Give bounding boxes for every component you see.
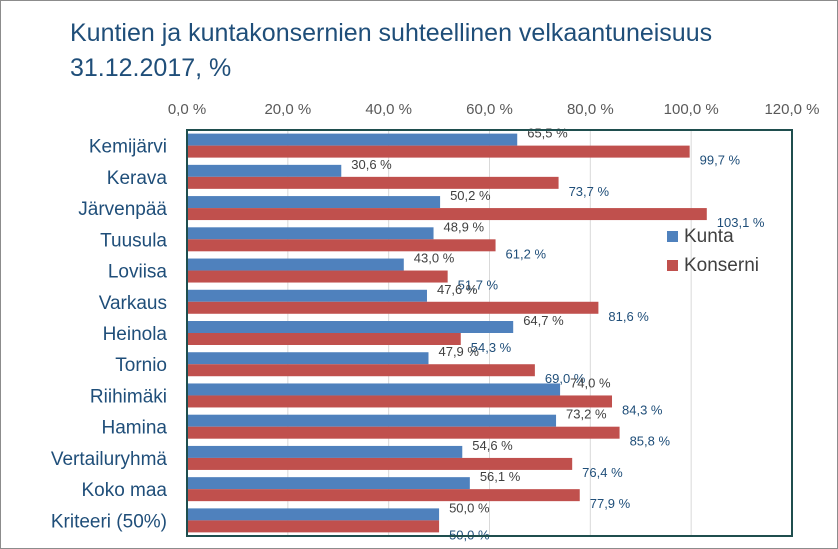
kunta-bar — [187, 321, 514, 333]
category-label: Hamina — [102, 418, 168, 439]
konserni-bar — [187, 457, 573, 470]
category-label: Järvenpää — [78, 199, 167, 220]
x-axis-tick-labels: 0,0 % 20,0 % 40,0 % 60,0 % 80,0 % 100,0 % 120,… — [168, 101, 820, 118]
kunta-value-label: 64,7 % — [523, 313, 564, 328]
kunta-legend-label: Kunta — [684, 226, 734, 247]
category-label: Tornio — [115, 355, 167, 376]
kunta-bar — [187, 477, 470, 490]
kunta-bar — [187, 227, 434, 240]
konserni-bar — [187, 301, 599, 314]
kunta-value-label: 43,0 % — [414, 251, 455, 266]
kunta-value-label: 65,5 % — [527, 126, 568, 141]
kunta-value-label: 73,2 % — [566, 407, 607, 422]
konserni-bar — [187, 364, 535, 377]
konserni-value-label: 51,7 % — [458, 278, 499, 293]
category-label: Riihimäki — [90, 386, 167, 407]
konserni-value-label: 84,3 % — [622, 402, 663, 417]
x-tick-label: 100,0 % — [664, 101, 719, 118]
konserni-legend-swatch — [667, 260, 678, 271]
kunta-legend-swatch — [667, 231, 678, 242]
kunta-value-label: 48,9 % — [444, 219, 485, 234]
category-label: Kriteeri (50%) — [51, 511, 167, 532]
category-labels: Kemijärvi Kerava Järvenpää Tuusula Loviisa Va… — [51, 137, 168, 533]
category-label: Heinola — [103, 324, 168, 345]
kunta-value-label: 50,0 % — [449, 500, 490, 515]
konserni-bar — [187, 333, 461, 345]
plot-area-border — [186, 129, 793, 537]
konserni-value-label: 76,4 % — [582, 465, 623, 480]
konserni-value-label: 61,2 % — [506, 246, 547, 261]
konserni-value-label: 99,7 % — [700, 153, 741, 168]
konserni-bar — [187, 270, 448, 283]
chart-title: Kuntien ja kuntakonsernien suhteellinen … — [70, 16, 810, 86]
kunta-bar — [187, 164, 342, 177]
kunta-value-label: 56,1 % — [480, 469, 521, 484]
bars — [187, 133, 707, 533]
x-tick-label: 120,0 % — [764, 101, 819, 118]
kunta-bar — [187, 196, 441, 209]
konserni-bar — [187, 426, 620, 439]
kunta-value-label: 54,6 % — [472, 438, 513, 453]
kunta-bar — [187, 508, 440, 521]
konserni-value-label: 103,1 % — [717, 215, 765, 230]
category-label: Koko maa — [81, 480, 167, 501]
konserni-value-label: 77,9 % — [590, 496, 631, 511]
konserni-bar — [187, 176, 559, 189]
chart-title-line-1: Kuntien ja kuntakonsernien suhteellinen … — [70, 19, 713, 47]
x-tick-label: 40,0 % — [365, 101, 412, 118]
kunta-bar — [187, 445, 463, 458]
konserni-value-label: 50,0 % — [449, 527, 490, 542]
konserni-bar — [187, 145, 690, 158]
kunta-bar — [187, 414, 557, 427]
konserni-value-label: 73,7 % — [569, 184, 610, 199]
kunta-value-label: 47,6 % — [437, 282, 478, 297]
konserni-bar — [187, 520, 440, 533]
konserni-legend-label: Konserni — [684, 255, 759, 276]
category-label: Kerava — [107, 168, 168, 189]
x-tick-label: 0,0 % — [168, 101, 206, 118]
konserni-bar — [187, 489, 580, 502]
category-label: Varkaus — [99, 293, 167, 314]
kunta-bar — [187, 383, 561, 396]
category-label: Tuusula — [100, 230, 167, 251]
kunta-value-label: 47,9 % — [438, 344, 479, 359]
x-tick-label: 80,0 % — [567, 101, 614, 118]
konserni-value-label: 54,3 % — [471, 340, 512, 355]
x-tick-label: 20,0 % — [264, 101, 311, 118]
konserni-bar — [187, 208, 707, 221]
legend: Kunta Konserni — [667, 226, 759, 276]
konserni-value-label: 69,0 % — [545, 371, 586, 386]
konserni-bar — [187, 395, 613, 408]
kunta-bar — [187, 258, 404, 271]
kunta-value-label: 30,6 % — [351, 157, 392, 172]
category-label: Kemijärvi — [89, 137, 167, 158]
konserni-value-label: 81,6 % — [608, 309, 649, 324]
data-labels: 65,5 % 99,7 % 30,6 % 73,7 % 50,2 % 103,1 % 48,… — [351, 126, 765, 543]
x-tick-label: 60,0 % — [466, 101, 513, 118]
kunta-bar — [187, 289, 427, 302]
kunta-value-label: 50,2 % — [450, 188, 491, 203]
kunta-bar — [187, 352, 429, 365]
konserni-bar — [187, 239, 496, 252]
category-label: Vertailuryhmä — [51, 449, 168, 470]
chart-title-line-2: 31.12.2017, % — [70, 54, 232, 82]
kunta-value-label: 74,0 % — [570, 375, 611, 390]
category-label: Loviisa — [108, 262, 168, 283]
konserni-value-label: 85,8 % — [630, 434, 671, 449]
kunta-bar — [187, 133, 518, 146]
